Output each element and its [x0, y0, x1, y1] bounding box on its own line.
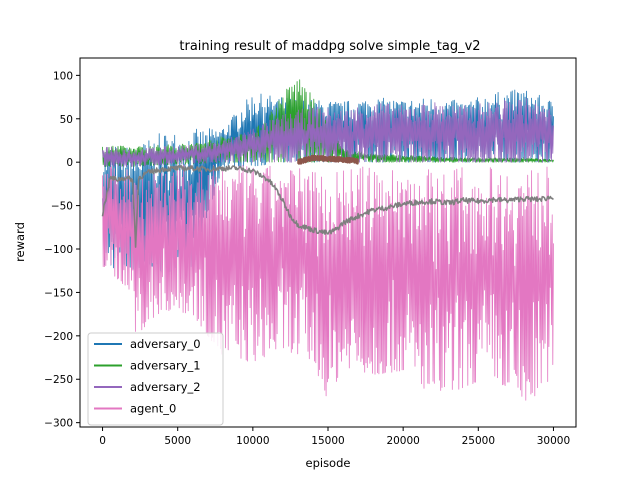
- y-axis-label: reward: [13, 222, 27, 262]
- x-tick-label: 30000: [537, 435, 570, 447]
- x-tick-label: 20000: [386, 435, 419, 447]
- x-tick-label: 5000: [164, 435, 191, 447]
- legend-label: adversary_0: [130, 337, 201, 351]
- y-tick-label: 0: [66, 157, 73, 169]
- y-tick-label: −100: [44, 244, 73, 256]
- x-tick-label: 0: [99, 435, 106, 447]
- legend-label: adversary_1: [130, 359, 201, 373]
- x-tick-label: 10000: [236, 435, 269, 447]
- legend-label: agent_0: [130, 402, 176, 416]
- y-tick-label: −150: [44, 287, 73, 299]
- plot-area: [101, 79, 554, 401]
- y-tick-label: −50: [51, 201, 73, 213]
- series-line-line-5: [297, 154, 359, 165]
- legend-label: adversary_2: [130, 380, 201, 394]
- x-tick-label: 15000: [311, 435, 344, 447]
- y-tick-label: −200: [44, 331, 73, 343]
- legend: adversary_0 adversary_1 adversary_2 agent_0: [87, 332, 224, 426]
- x-axis-label: episode: [306, 456, 351, 470]
- y-tick-label: 100: [53, 70, 73, 82]
- series-line-agent_0: [102, 164, 554, 401]
- axes: 0 5000 10000 15000 20000 25000 30000 100 50 0 −50 −…: [44, 57, 577, 447]
- legend-box: [87, 332, 224, 426]
- series-line-adversary_2: [102, 98, 554, 167]
- series-line-line-4: [101, 165, 554, 248]
- y-tick-label: −250: [44, 374, 73, 386]
- y-tick-label: −300: [44, 418, 73, 430]
- chart-title: training result of maddpg solve simple_t…: [179, 39, 480, 54]
- y-tick-label: 50: [60, 114, 73, 126]
- x-tick-label: 25000: [462, 435, 495, 447]
